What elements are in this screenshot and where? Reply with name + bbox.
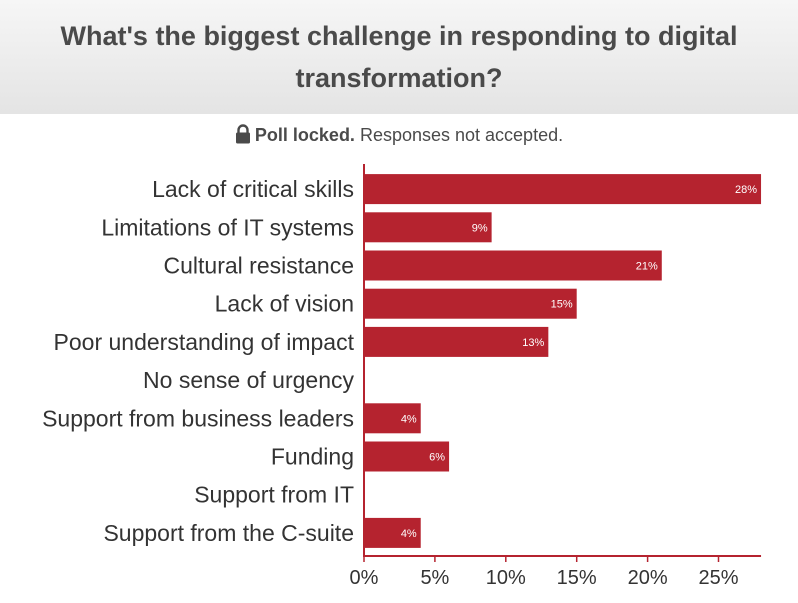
poll-status: Poll locked. Responses not accepted. (0, 122, 798, 148)
bar-value-label: 28% (735, 184, 757, 196)
bar-value-label: 6% (429, 452, 445, 464)
bar-value-label: 21% (636, 261, 658, 273)
x-tick-label: 15% (557, 567, 597, 589)
category-label: Support from business leaders (42, 405, 354, 431)
bar-value-label: 4% (401, 528, 417, 540)
poll-locked-label: Poll locked. (254, 125, 355, 145)
poll-status-text: Responses not accepted. (359, 125, 564, 145)
bar (364, 174, 762, 205)
category-label: Poor understanding of impact (54, 329, 355, 355)
category-label: Cultural resistance (164, 253, 354, 279)
x-tick-label: 0% (350, 567, 379, 589)
bar-value-label: 9% (472, 222, 488, 234)
chart-title: What's the biggest challenge in respondi… (60, 21, 738, 93)
category-label: Funding (271, 444, 354, 470)
x-tick-label: 5% (420, 567, 449, 589)
category-label: Lack of critical skills (152, 176, 354, 202)
bar-value-label: 13% (522, 337, 544, 349)
bar (364, 250, 662, 281)
bar (364, 517, 421, 548)
bar (364, 212, 492, 243)
bar-value-label: 4% (401, 413, 417, 425)
x-tick-label: 20% (628, 567, 668, 589)
bar (364, 288, 577, 319)
category-label: Support from the C-suite (103, 520, 354, 546)
category-label: Limitations of IT systems (101, 214, 354, 240)
category-label: Support from IT (194, 482, 354, 508)
category-label: Lack of vision (215, 291, 354, 317)
bar (364, 326, 549, 357)
category-label: No sense of urgency (143, 367, 354, 393)
bar (364, 403, 421, 434)
x-tick-label: 10% (486, 567, 526, 589)
lock-icon (235, 124, 250, 144)
x-tick-label: 25% (698, 567, 738, 589)
bar-value-label: 15% (551, 299, 573, 311)
bar (364, 441, 450, 472)
chart-header: What's the biggest challenge in respondi… (0, 0, 798, 114)
